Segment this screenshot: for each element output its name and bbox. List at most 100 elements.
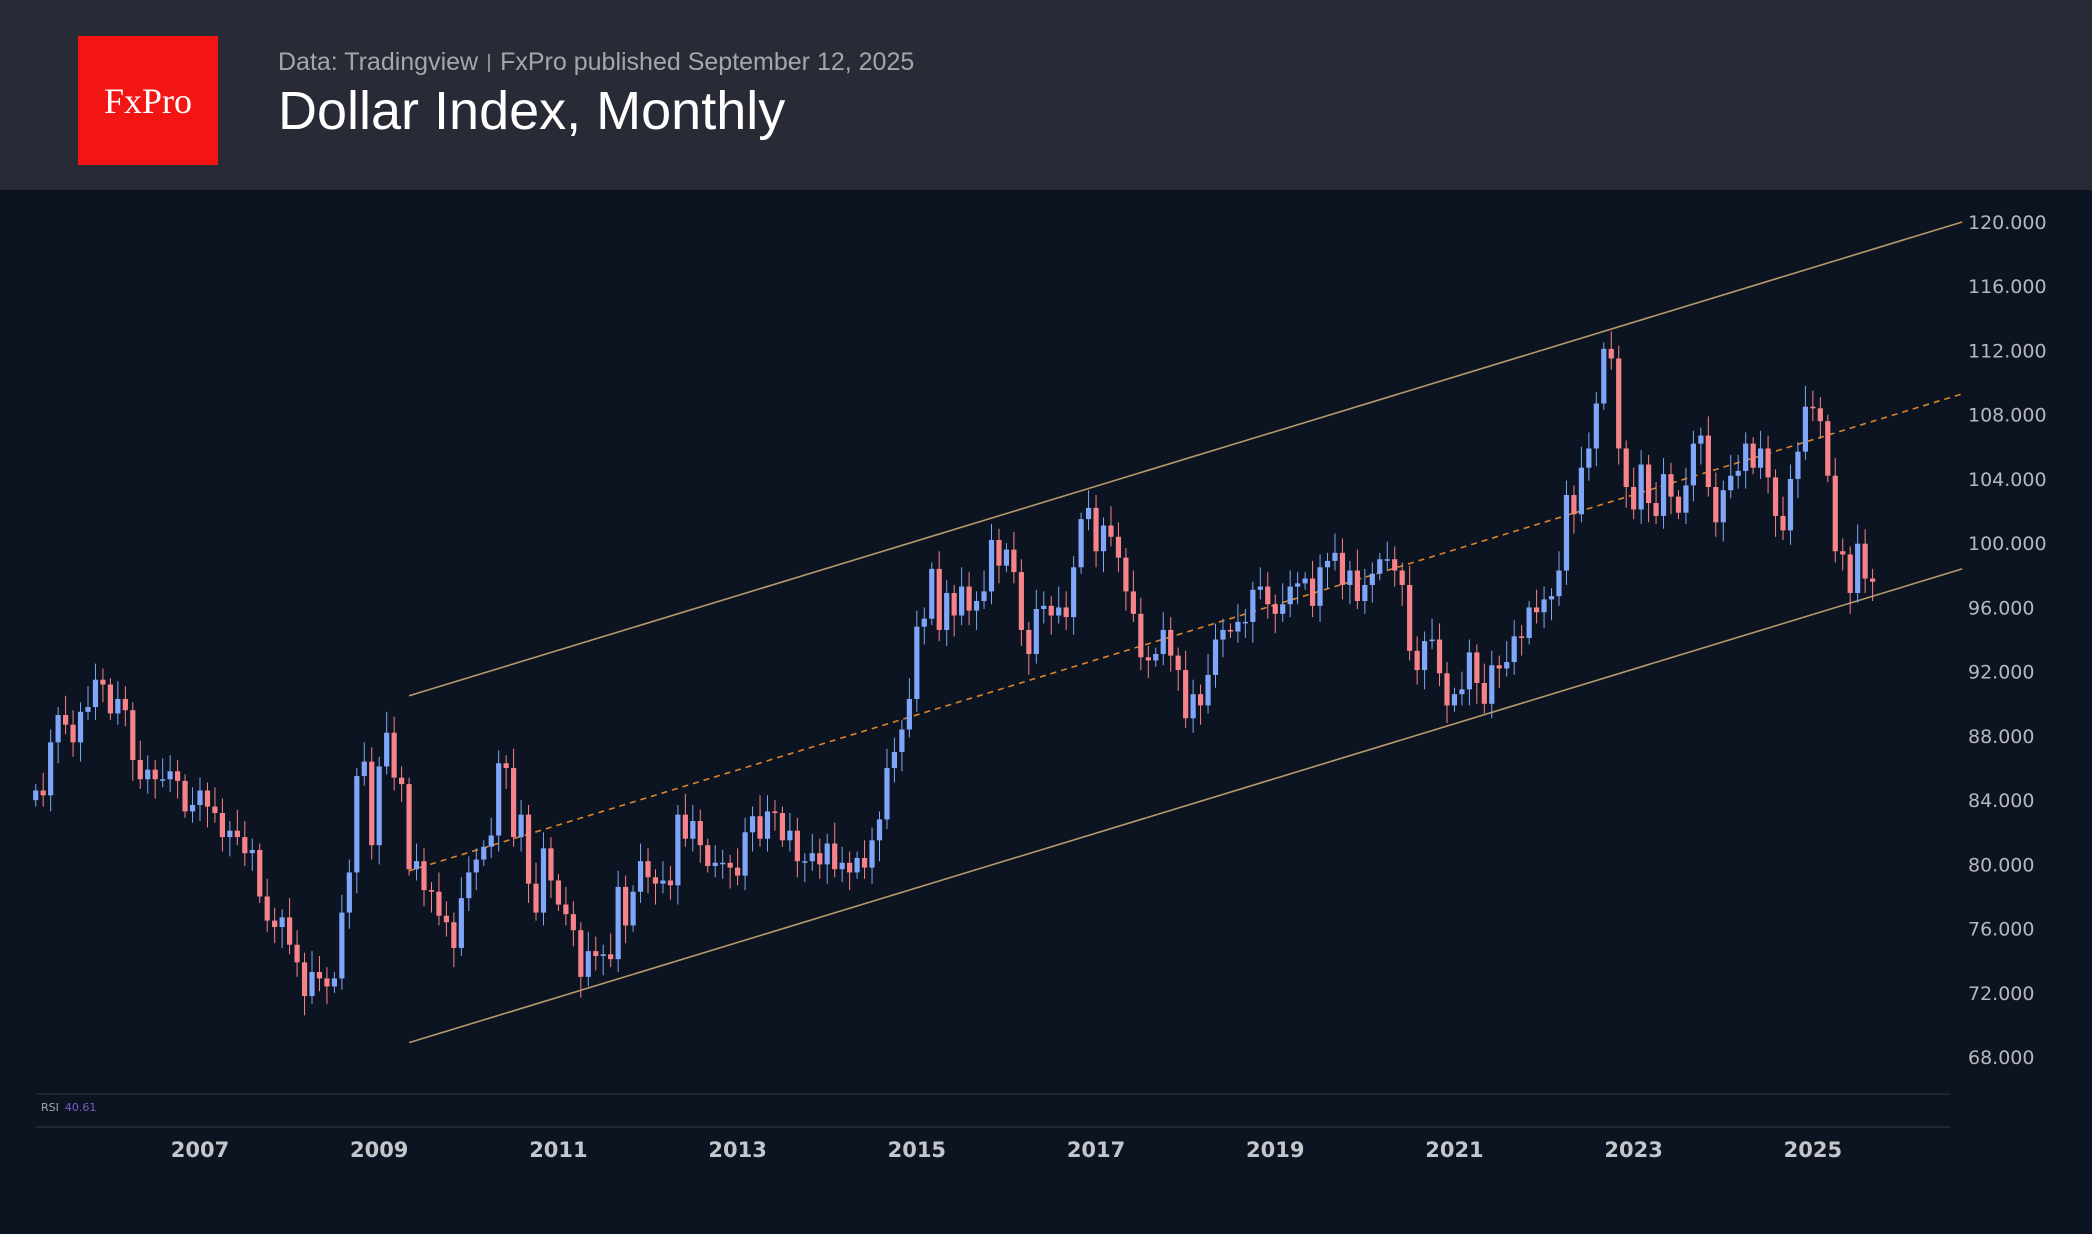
candle-down xyxy=(428,890,435,892)
candle-up xyxy=(1690,443,1696,486)
candle-down xyxy=(563,904,569,915)
candle-down xyxy=(652,877,659,884)
candle-down xyxy=(951,592,957,616)
y-tick-label: 88.000 xyxy=(1968,726,2034,748)
candle-up xyxy=(1526,607,1532,638)
candle-down xyxy=(107,684,113,714)
candle-up xyxy=(361,761,367,777)
fxpro-logo: FxPro xyxy=(78,36,218,165)
y-tick-label: 72.000 xyxy=(1968,983,2034,1005)
candle-up xyxy=(891,751,898,769)
candle-down xyxy=(436,891,442,916)
candle-down xyxy=(1840,551,1846,555)
candle-down xyxy=(682,814,688,839)
candle-up xyxy=(1071,567,1077,618)
candle-up xyxy=(1324,560,1331,568)
candle-up xyxy=(458,898,464,948)
candle-up xyxy=(1100,525,1107,552)
candle-down xyxy=(1145,657,1151,661)
candle-up xyxy=(973,601,980,611)
candle-down xyxy=(794,830,800,862)
candle-down xyxy=(1026,629,1032,655)
candle-up xyxy=(279,917,285,928)
candle-down xyxy=(1817,408,1823,422)
candle-down xyxy=(525,814,532,884)
candle-up xyxy=(1578,467,1584,515)
candle-down xyxy=(1339,552,1346,585)
candle-down xyxy=(1175,655,1181,671)
candle-down xyxy=(294,944,300,963)
y-tick-label: 76.000 xyxy=(1968,919,2034,941)
candle-up xyxy=(1743,443,1749,471)
candle-up xyxy=(1855,543,1861,593)
candle-up xyxy=(1660,474,1667,516)
candle-up xyxy=(1041,605,1047,610)
candle-down xyxy=(1227,629,1234,632)
candle-up xyxy=(1504,662,1510,669)
candle-up xyxy=(1683,485,1689,513)
candle-down xyxy=(316,972,323,979)
candle-down xyxy=(324,978,330,987)
candle-up xyxy=(988,539,995,592)
y-tick-label: 116.000 xyxy=(1968,276,2047,298)
candle-up xyxy=(1511,636,1517,663)
candle-down xyxy=(847,862,853,873)
candle-down xyxy=(287,917,293,945)
candle-down xyxy=(1018,572,1024,630)
candle-up xyxy=(488,835,494,847)
candle-up xyxy=(1384,559,1390,561)
published-date: FxPro published September 12, 2025 xyxy=(500,48,915,76)
candle-down xyxy=(735,867,741,876)
candle-down xyxy=(1810,406,1816,409)
candle-down xyxy=(1123,557,1129,592)
x-tick-label: 2007 xyxy=(171,1138,229,1162)
candle-up xyxy=(115,698,121,714)
candle-up xyxy=(1003,549,1010,566)
candle-up xyxy=(376,766,382,846)
candle-up xyxy=(824,843,830,865)
candle-down xyxy=(100,679,106,685)
candle-up xyxy=(1601,348,1607,404)
x-tick-label: 2023 xyxy=(1604,1138,1662,1162)
candle-up xyxy=(1295,583,1301,587)
candle-up xyxy=(1287,586,1293,605)
candle-up xyxy=(1429,639,1435,642)
data-source: Data: Tradingview xyxy=(278,48,479,76)
candle-down xyxy=(1705,435,1711,487)
candle-down xyxy=(1138,613,1144,658)
x-tick-label: 2019 xyxy=(1246,1138,1304,1162)
candle-up xyxy=(331,978,338,987)
candle-up xyxy=(787,830,793,841)
candle-up xyxy=(615,886,621,960)
candle-down xyxy=(1616,358,1622,449)
candle-up xyxy=(1242,621,1248,624)
candle-down xyxy=(1750,443,1756,468)
y-tick-label: 68.000 xyxy=(1968,1047,2034,1069)
candle-up xyxy=(33,790,39,801)
candle-down xyxy=(1197,694,1204,706)
candle-down xyxy=(593,951,599,956)
candle-up xyxy=(981,591,987,602)
candle-up xyxy=(55,715,61,743)
candle-up xyxy=(914,626,920,699)
candle-down xyxy=(443,915,450,923)
candle-up xyxy=(1377,559,1383,574)
candle-down xyxy=(1436,639,1443,674)
candle-down xyxy=(130,710,136,761)
candle-up xyxy=(1085,507,1092,520)
candle-down xyxy=(996,539,1002,566)
candle-down xyxy=(966,586,972,611)
y-tick-label: 120.000 xyxy=(1968,212,2047,234)
candle-down xyxy=(1392,559,1398,571)
candle-up xyxy=(1317,567,1323,606)
candle-up xyxy=(876,819,883,841)
candle-up xyxy=(1556,570,1562,597)
candle-up xyxy=(712,862,718,867)
candle-up xyxy=(481,846,487,860)
candle-up xyxy=(249,849,255,854)
candle-down xyxy=(399,777,405,785)
candle-up xyxy=(227,830,233,838)
x-tick-label: 2025 xyxy=(1784,1138,1842,1162)
candle-up xyxy=(884,768,890,820)
